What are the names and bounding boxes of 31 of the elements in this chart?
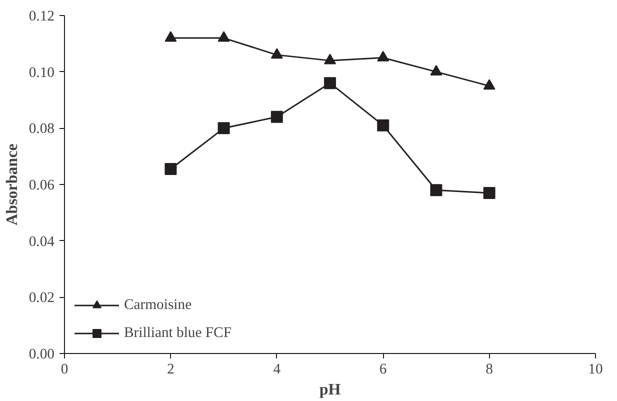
y-tick-label: 0.06 [28, 178, 55, 194]
x-tick-label: 2 [167, 362, 174, 378]
point [164, 163, 177, 176]
point [324, 54, 336, 64]
y-tick-label: 0.12 [28, 8, 55, 24]
point [164, 31, 177, 42]
point [377, 119, 390, 132]
y-tick-label: 0.00 [28, 346, 55, 362]
point [324, 77, 336, 90]
point [218, 122, 230, 134]
point [483, 186, 496, 199]
legend-label: Brilliant blue FCF [124, 324, 232, 342]
point [430, 64, 442, 76]
point [483, 79, 496, 90]
y-tick-label: 0.10 [28, 64, 55, 81]
point [377, 50, 390, 62]
x-tick-label: 10 [588, 362, 603, 378]
point [218, 31, 230, 42]
legend-label: Carmoisine [124, 296, 192, 314]
y-tick-label: 0.04 [28, 234, 56, 250]
x-axis-title: pH [319, 382, 342, 398]
y-axis-title: Absorbance [4, 144, 21, 226]
x-tick-label: 6 [379, 362, 387, 378]
x-tick-label: 4 [273, 362, 282, 378]
point [430, 184, 442, 196]
y-tick-label: 0.08 [28, 121, 55, 138]
point [270, 110, 283, 123]
x-tick-label: 8 [486, 362, 493, 378]
point [270, 48, 283, 59]
y-tick-label: 0.02 [28, 290, 55, 306]
x-tick-label: 0 [60, 362, 68, 378]
